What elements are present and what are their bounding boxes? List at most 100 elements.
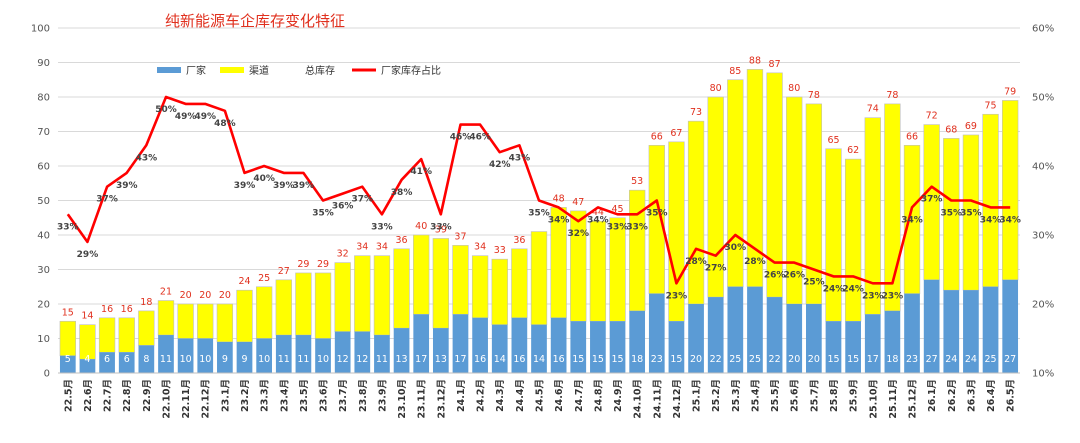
x-axis-tick: 26.1月 [927,379,938,412]
bar-factory [413,314,430,373]
right-axis-tick: 10% [1032,369,1054,380]
bar-channel [255,286,273,339]
bar-factory [943,290,960,373]
bar-channel [59,320,76,357]
x-axis-tick: 24.9月 [613,379,624,412]
total-value-label: 36 [396,235,408,246]
left-axis-tick: 40 [37,231,50,242]
bar-factory [609,321,626,373]
x-axis-tick: 23.4月 [279,379,290,412]
factory-value-label: 14 [533,354,545,365]
bar-channel [373,255,391,336]
factory-value-label: 6 [124,354,130,365]
ratio-value-label: 38% [391,188,413,198]
factory-value-label: 9 [222,354,228,365]
left-axis-tick: 70 [37,127,50,138]
total-value-label: 21 [160,287,172,298]
x-axis-tick: 23.8月 [358,379,369,412]
total-value-label: 79 [1004,86,1016,97]
factory-value-label: 9 [241,354,247,365]
bar-factory [904,293,920,373]
total-value-label: 37 [454,231,466,242]
ratio-value-label: 35% [941,209,963,219]
bar-factory [786,304,803,373]
ratio-value-label: 49% [194,112,216,122]
bar-channel [530,231,548,326]
bar-factory [531,324,547,373]
factory-value-label: 24 [945,354,957,365]
bar-factory [432,328,449,373]
ratio-value-label: 34% [901,215,923,225]
bar-channel [452,245,469,315]
total-value-label: 72 [926,111,938,122]
ratio-value-label: 49% [175,112,197,122]
bar-channel [157,300,175,336]
x-axis-tick: 23.1月 [220,379,231,412]
ratio-value-label: 25% [803,278,825,288]
total-value-label: 88 [749,55,761,66]
left-axis-tick: 50 [37,196,50,207]
total-value-label: 32 [337,249,349,260]
ratio-value-label: 26% [783,271,805,281]
total-value-label: 87 [769,59,781,70]
total-value-label: 68 [945,124,957,135]
ratio-value-label: 35% [528,209,550,219]
left-axis-ticks: 0 10 20 30 40 50 60 70 80 90 100 [31,24,50,380]
factory-value-label: 14 [494,354,506,365]
ratio-value-label: 24% [823,284,845,294]
bar-channel [334,262,351,332]
ratio-value-label: 30% [725,243,747,253]
x-axis-tick: 24.12月 [672,379,683,419]
bar-factory [393,328,410,373]
x-axis-tick: 23.3月 [260,379,271,412]
factory-value-label: 18 [886,354,898,365]
total-value-label: 18 [140,297,152,308]
factory-value-label: 11 [376,354,388,365]
bar-channel [216,303,234,343]
bar-factory [629,310,646,373]
x-axis-tick: 25.3月 [731,379,742,412]
bar-factory [845,321,861,373]
factory-value-label: 20 [788,354,800,365]
ratio-value-label: 33% [607,222,629,232]
x-axis-tick: 22.8月 [122,379,133,412]
left-axis-tick: 100 [31,24,50,35]
ratio-value-label: 27% [705,264,727,274]
factory-value-label: 17 [867,354,879,365]
total-value-label: 73 [690,107,702,118]
total-value-label: 78 [886,90,898,101]
x-axis-tick: 23.2月 [240,379,251,412]
bar-channel [805,103,823,305]
total-value-label: 69 [965,121,977,132]
left-axis-tick: 30 [37,265,50,276]
x-axis-tick: 22.9月 [142,379,153,412]
legend-label-ratio: 厂家库存占比 [381,64,441,77]
ratio-value-label: 32% [567,229,589,239]
x-axis-tick: 26.3月 [966,379,977,412]
bar-factory [982,286,999,373]
bar-factory [923,279,940,373]
right-axis-tick: 50% [1032,93,1054,104]
bar-factory [550,317,567,373]
x-axis-tick: 23.5月 [299,379,310,412]
ratio-value-label: 24% [842,284,864,294]
total-value-label: 65 [827,135,839,146]
ratio-value-label: 36% [332,202,354,212]
legend-swatch-factory [157,67,181,73]
factory-value-label: 6 [104,354,110,365]
total-value-label: 33 [494,245,506,256]
total-value-label: 16 [121,304,133,315]
factory-value-label: 15 [827,354,839,365]
bar-factory [668,321,685,373]
total-value-label: 45 [611,204,623,215]
x-axis-tick: 25.6月 [790,379,801,412]
bar-factory [884,310,901,373]
bar-factory [118,352,135,373]
factory-value-label: 8 [143,354,149,365]
factory-value-label: 22 [769,354,781,365]
bar-channel [295,272,312,336]
total-value-label: 48 [553,193,565,204]
bar-factory [688,304,704,373]
bar-channel [275,279,292,336]
